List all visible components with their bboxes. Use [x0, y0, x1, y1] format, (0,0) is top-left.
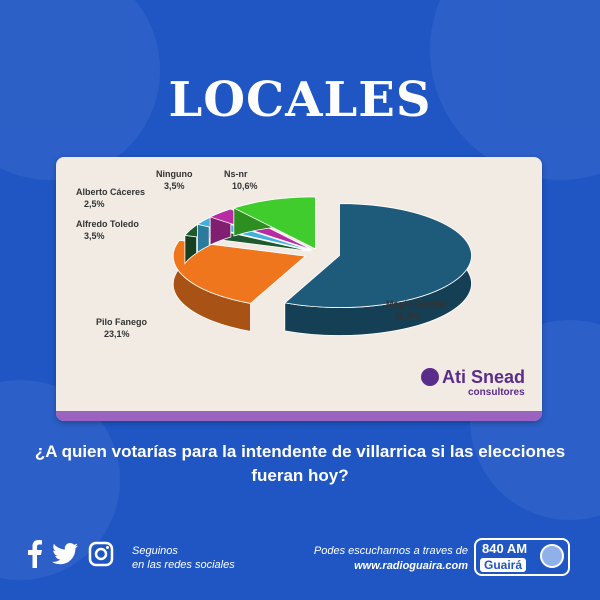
chart-card: Magín Benítez 56,8% Pilo Fanego 23,1% Alfred… [56, 157, 542, 421]
follow-line-2: en las redes sociales [132, 559, 235, 571]
page-title: LOCALES [168, 72, 432, 128]
social-icons [28, 540, 114, 568]
slice-label: Alberto Cáceres [76, 187, 145, 197]
slice-label: Magín Benítez [386, 299, 447, 309]
brand-logo-icon [421, 368, 439, 386]
pie-slice [232, 196, 316, 250]
facebook-icon[interactable] [28, 540, 42, 568]
listen-text: Podes escucharnos a traves de www.radiog… [300, 544, 468, 574]
pie-slice [283, 203, 472, 308]
slice-label: Pilo Fanego [96, 317, 148, 327]
slice-label: Alfredo Toledo [76, 219, 139, 229]
brand-name: Ati Snead [442, 367, 525, 387]
station-logo: 840 AM Guairá [474, 538, 570, 576]
website-link[interactable]: www.radioguaira.com [354, 560, 468, 572]
pie-slices [172, 196, 472, 336]
microphone-icon [540, 544, 564, 568]
slice-value-label: 3,5% [164, 181, 185, 191]
follow-line-1: Seguinos [132, 545, 178, 557]
instagram-icon[interactable] [88, 541, 114, 567]
footer: Seguinos en las redes sociales Podes esc… [0, 536, 600, 586]
question-text: ¿A quien votarías para la intendente de … [34, 442, 566, 485]
pie-chart: Magín Benítez 56,8% Pilo Fanego 23,1% Alfred… [76, 169, 525, 398]
slice-value-label: 23,1% [104, 329, 130, 339]
follow-text: Seguinos en las redes sociales [132, 544, 235, 572]
pie-slice [172, 239, 307, 304]
station-frequency: 840 AM [482, 541, 528, 556]
slice-value-label: 3,5% [84, 231, 105, 241]
slice-label: Ninguno [156, 169, 193, 179]
listen-line-1: Podes escucharnos a traves de [313, 545, 468, 557]
slice-value-label: 10,6% [232, 181, 258, 191]
slice-value-label: 56,8% [394, 311, 420, 321]
slice-value-label: 2,5% [84, 199, 105, 209]
brand-sub: consultores [468, 387, 525, 398]
slice-label: Ns-nr [224, 169, 248, 179]
card-strip [56, 411, 542, 421]
station-name: Guairá [480, 558, 527, 572]
twitter-icon[interactable] [52, 543, 78, 565]
